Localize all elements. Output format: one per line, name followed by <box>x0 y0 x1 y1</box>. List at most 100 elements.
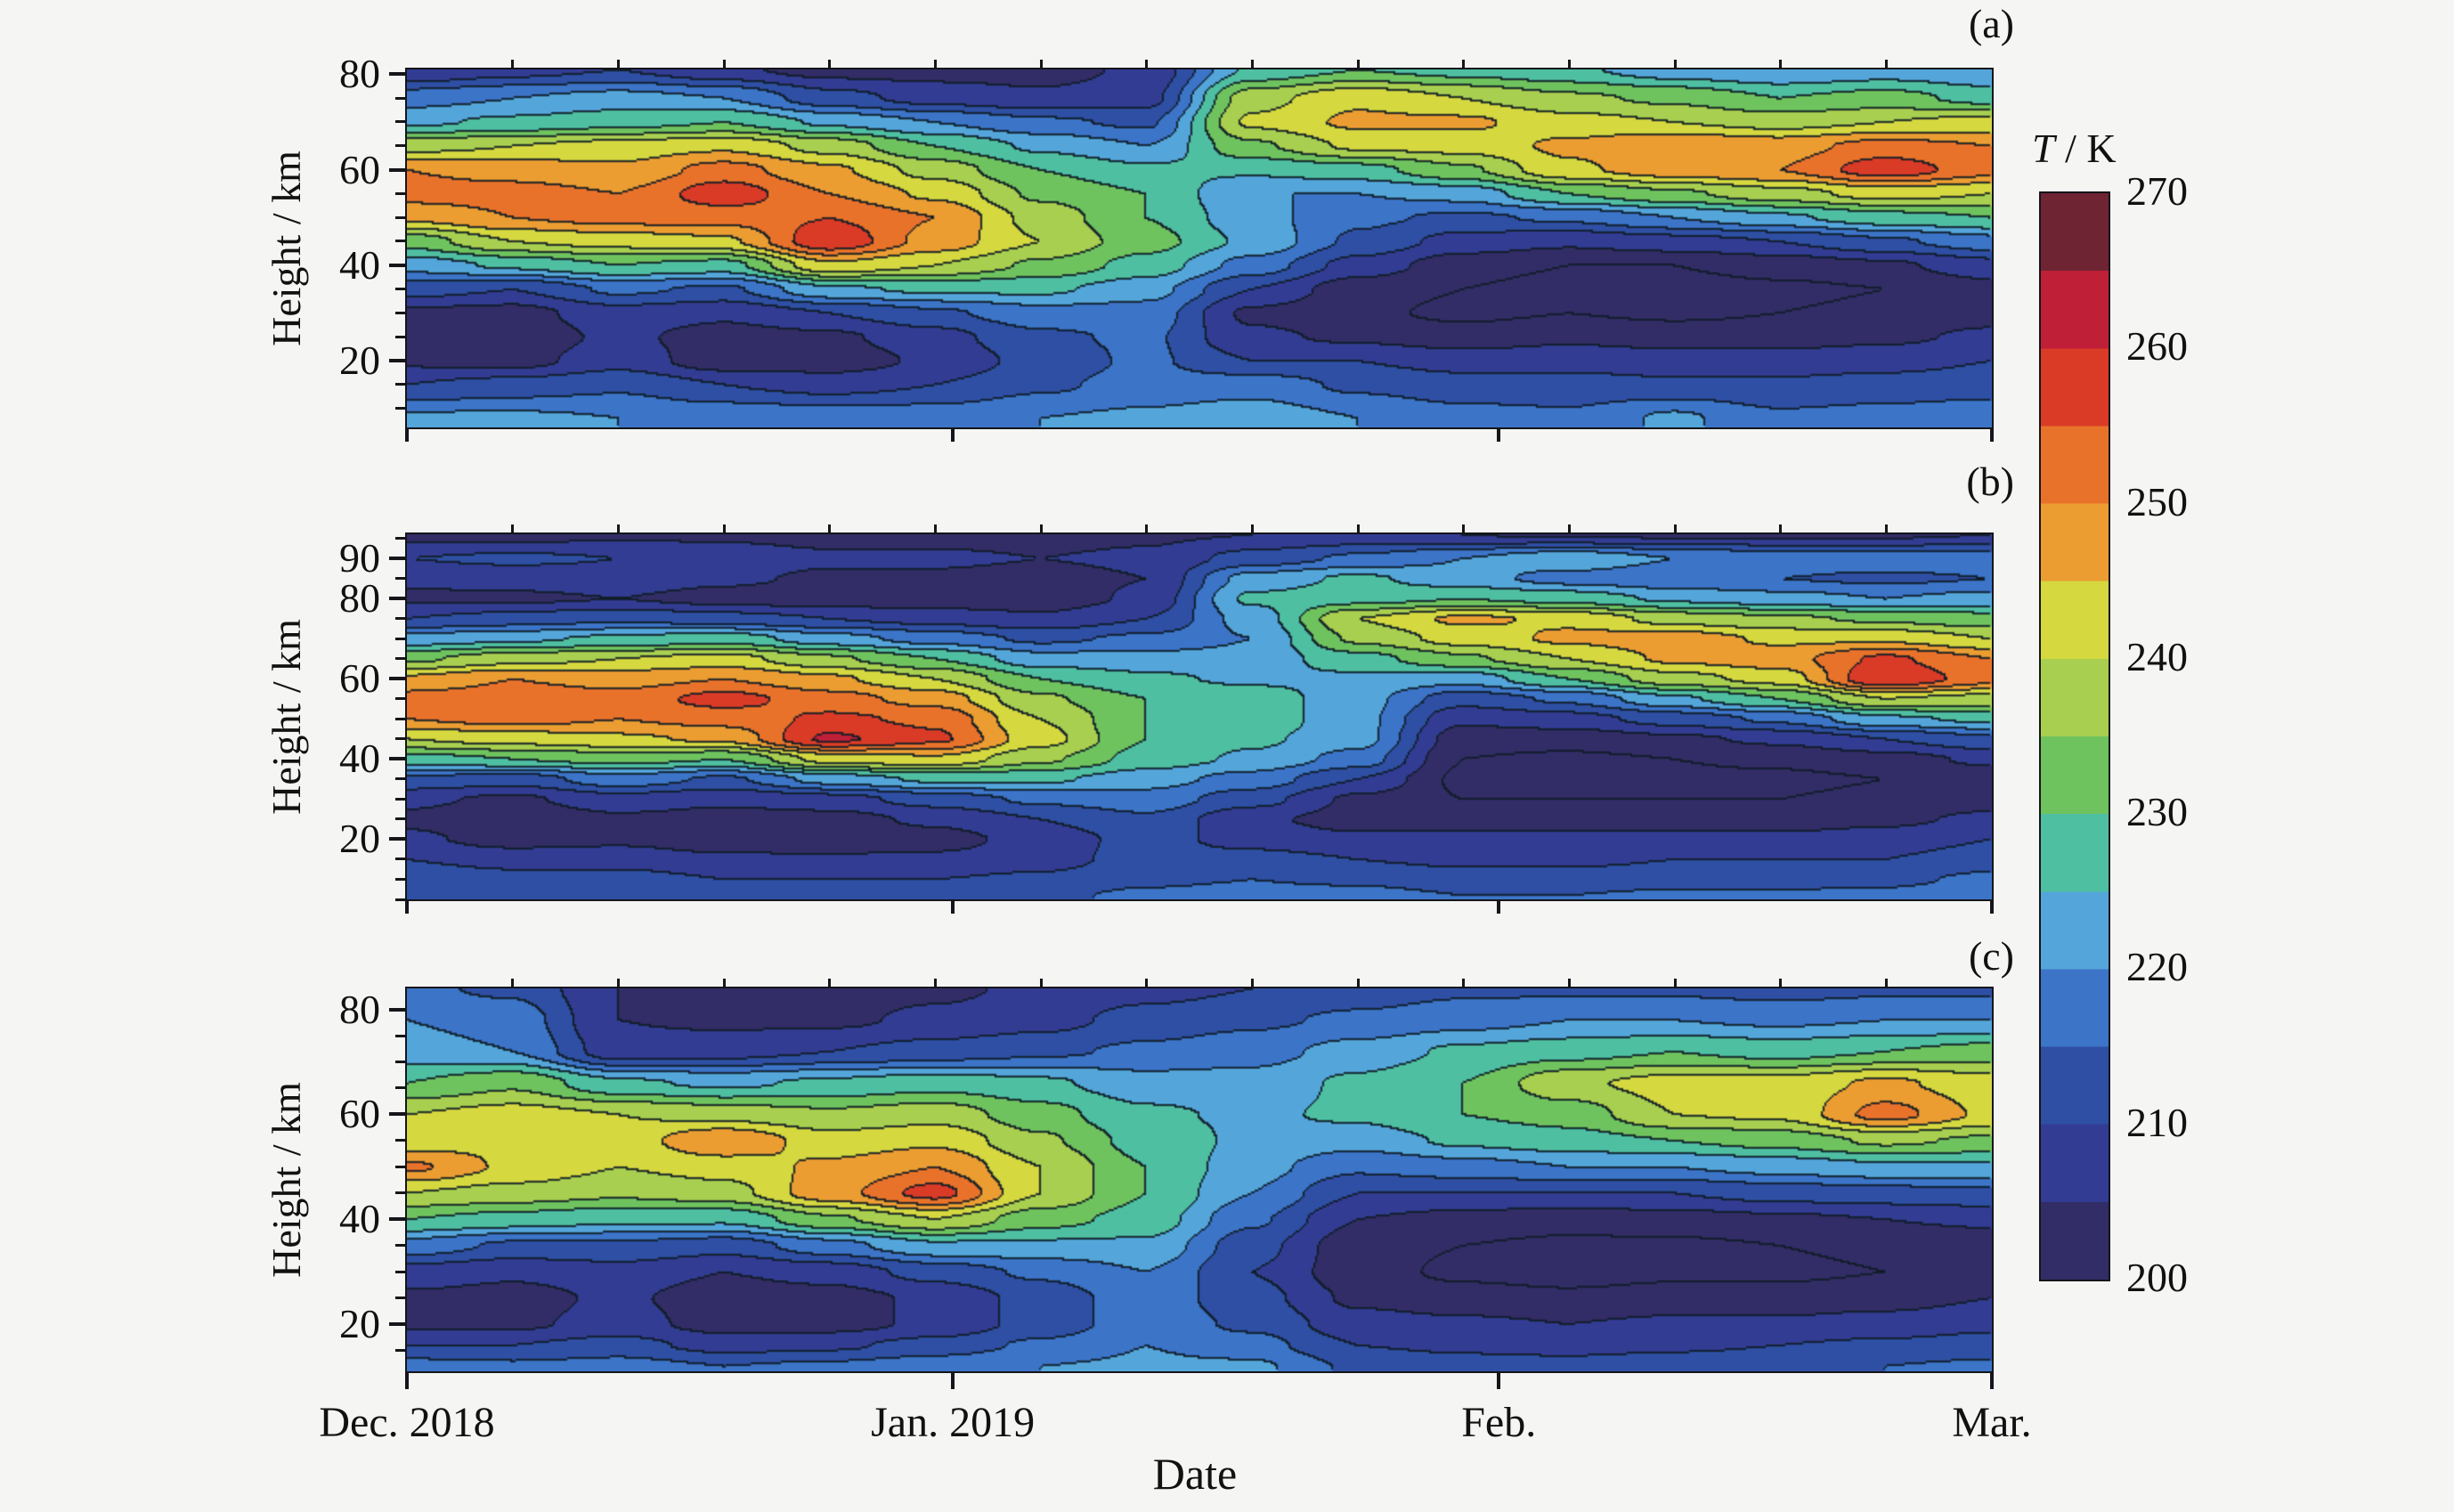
colorbar-title-units: / K <box>2054 126 2117 171</box>
colorbar-tick-label: 260 <box>2126 323 2188 370</box>
x-month-tick <box>1990 1371 1994 1389</box>
x-month-tick <box>1497 899 1501 914</box>
panel-a-label: (a) <box>1968 1 2014 46</box>
x-minor-tick <box>1462 60 1466 68</box>
x-tick-label: Jan. 2019 <box>871 1399 1036 1446</box>
y-minor-tick <box>395 1244 405 1248</box>
panel-c-contour-plot <box>405 987 1994 1373</box>
y-minor-tick <box>395 1270 405 1273</box>
x-minor-tick <box>1145 979 1149 987</box>
x-minor-tick <box>1884 524 1888 532</box>
x-minor-tick <box>511 979 515 987</box>
y-major-tick <box>389 597 405 601</box>
y-tick-label: 60 <box>339 146 380 192</box>
colorbar-tick-label: 220 <box>2126 944 2188 990</box>
colorbar-title-variable: T <box>2032 126 2055 171</box>
x-tick-label: Feb. <box>1461 1399 1537 1446</box>
y-minor-tick <box>395 1191 405 1195</box>
y-minor-tick <box>395 877 405 881</box>
panel-b-yaxis-title: Height / km <box>264 619 309 815</box>
y-minor-tick <box>395 537 405 540</box>
x-minor-tick <box>511 60 515 68</box>
x-minor-tick <box>1567 524 1571 532</box>
x-month-tick <box>405 1371 409 1389</box>
y-minor-tick <box>395 617 405 621</box>
y-tick-label: 60 <box>339 1091 380 1137</box>
x-month-tick <box>951 427 955 442</box>
colorbar <box>2039 191 2110 1281</box>
colorbar-title: T / K <box>2032 128 2117 169</box>
y-minor-tick <box>395 240 405 243</box>
x-month-tick <box>1990 427 1994 442</box>
y-major-tick <box>389 757 405 761</box>
y-minor-tick <box>395 311 405 314</box>
x-minor-tick <box>1779 524 1783 532</box>
y-major-tick <box>389 1321 405 1326</box>
panel-b-contour-plot <box>405 532 1994 901</box>
x-month-tick <box>951 899 955 914</box>
xaxis-title: Date <box>1152 1449 1238 1499</box>
y-minor-tick <box>395 577 405 581</box>
x-minor-tick <box>1039 60 1043 68</box>
x-tick-label: Mar. <box>1952 1399 2032 1446</box>
y-minor-tick <box>395 637 405 640</box>
x-minor-tick <box>933 979 937 987</box>
x-minor-tick <box>1145 60 1149 68</box>
panel-a-contour-plot <box>405 68 1994 429</box>
x-minor-tick <box>933 524 937 532</box>
y-minor-tick <box>395 383 405 386</box>
y-major-tick <box>389 72 405 77</box>
y-tick-label: 40 <box>339 736 380 782</box>
x-minor-tick <box>1567 60 1571 68</box>
x-minor-tick <box>933 60 937 68</box>
y-minor-tick <box>395 1139 405 1142</box>
y-minor-tick <box>395 1086 405 1090</box>
x-minor-tick <box>1039 524 1043 532</box>
colorbar-tick-label: 270 <box>2126 168 2188 214</box>
y-minor-tick <box>395 737 405 741</box>
panel-b-label: (b) <box>1966 459 2014 504</box>
x-month-tick <box>1497 427 1501 442</box>
y-minor-tick <box>395 335 405 338</box>
y-tick-label: 20 <box>339 337 380 383</box>
x-minor-tick <box>1884 979 1888 987</box>
x-minor-tick <box>1356 524 1360 532</box>
x-month-tick <box>405 899 409 914</box>
y-major-tick <box>389 263 405 267</box>
x-minor-tick <box>1884 60 1888 68</box>
panel-c-heatmap-canvas <box>407 988 1992 1371</box>
x-minor-tick <box>722 524 726 532</box>
y-tick-label: 40 <box>339 1196 380 1242</box>
y-tick-label: 80 <box>339 575 380 622</box>
x-minor-tick <box>1039 979 1043 987</box>
x-minor-tick <box>1673 524 1677 532</box>
y-minor-tick <box>395 817 405 821</box>
x-minor-tick <box>616 60 620 68</box>
x-minor-tick <box>1356 979 1360 987</box>
y-major-tick <box>389 358 405 362</box>
y-minor-tick <box>395 407 405 411</box>
x-minor-tick <box>1673 979 1677 987</box>
x-minor-tick <box>1462 524 1466 532</box>
colorbar-tick-label: 210 <box>2126 1099 2188 1145</box>
x-month-tick <box>951 1371 955 1389</box>
x-minor-tick <box>722 979 726 987</box>
y-minor-tick <box>395 797 405 801</box>
y-tick-label: 60 <box>339 655 380 702</box>
x-minor-tick <box>722 60 726 68</box>
panel-a-heatmap-canvas <box>407 69 1992 427</box>
y-minor-tick <box>395 1348 405 1352</box>
y-minor-tick <box>395 1297 405 1300</box>
y-minor-tick <box>395 96 405 100</box>
y-tick-label: 90 <box>339 535 380 581</box>
y-major-tick <box>389 837 405 841</box>
x-month-tick <box>1497 1371 1501 1389</box>
y-major-tick <box>389 557 405 561</box>
x-minor-tick <box>1250 60 1254 68</box>
x-minor-tick <box>1250 979 1254 987</box>
colorbar-tick-label: 240 <box>2126 633 2188 679</box>
y-minor-tick <box>395 288 405 291</box>
x-minor-tick <box>616 979 620 987</box>
y-major-tick <box>389 1007 405 1012</box>
colorbar-tick-label: 230 <box>2126 789 2188 835</box>
